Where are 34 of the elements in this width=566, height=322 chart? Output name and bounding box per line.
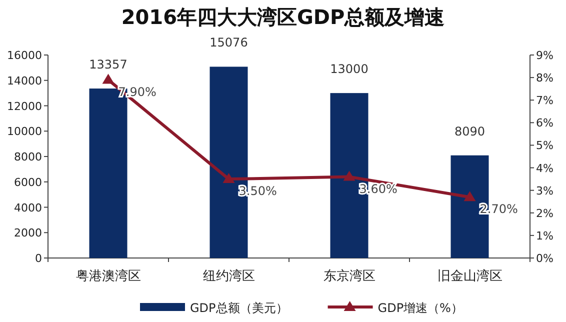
y2-tick-label: 8% xyxy=(536,72,554,85)
x-tick-label: 纽约湾区 xyxy=(202,268,255,284)
x-tick-label: 东京湾区 xyxy=(323,268,376,284)
y-tick-label: 4000 xyxy=(14,201,42,214)
y2-tick-label: 6% xyxy=(536,116,554,130)
y2-tick-label: 2% xyxy=(536,206,554,220)
y-tick-label: 10000 xyxy=(7,125,42,138)
y-tick-label: 6000 xyxy=(14,176,42,189)
y2-tick-label: 5% xyxy=(536,139,554,152)
data-label: 15076 xyxy=(210,36,248,50)
x-tick-label: 粤港澳湾区 xyxy=(76,268,141,284)
x-tick-label: 旧金山湾区 xyxy=(437,268,502,284)
y-tick-label: 14000 xyxy=(7,74,42,88)
point xyxy=(102,74,114,84)
y2-tick-label: 3% xyxy=(536,184,554,198)
y2-tick-label: 7% xyxy=(536,94,554,108)
data-label: 13000 xyxy=(330,62,368,76)
y2-tick-label: 9% xyxy=(536,49,554,62)
point xyxy=(464,191,476,202)
data-label: 13357 xyxy=(89,58,128,72)
y-tick-label: 8000 xyxy=(14,150,42,164)
y-tick-label: 16000 xyxy=(7,49,42,62)
point xyxy=(222,173,235,184)
data-label: 8090 xyxy=(454,124,486,138)
y2-tick-label: 0% xyxy=(536,252,554,265)
point xyxy=(343,170,356,181)
legend-label: GDP增速（%） xyxy=(378,301,463,315)
legend-label: GDP总额（美元） xyxy=(190,301,288,315)
y-tick-label: 12000 xyxy=(7,100,42,113)
y2-tick-label: 1% xyxy=(536,229,554,242)
y-tick-label: 2000 xyxy=(14,226,42,240)
y-tick-label: 0 xyxy=(35,252,42,265)
y2-tick-label: 4% xyxy=(536,162,554,175)
chart-title: 2016年四大大湾区GDP总额及增速 xyxy=(121,5,445,29)
